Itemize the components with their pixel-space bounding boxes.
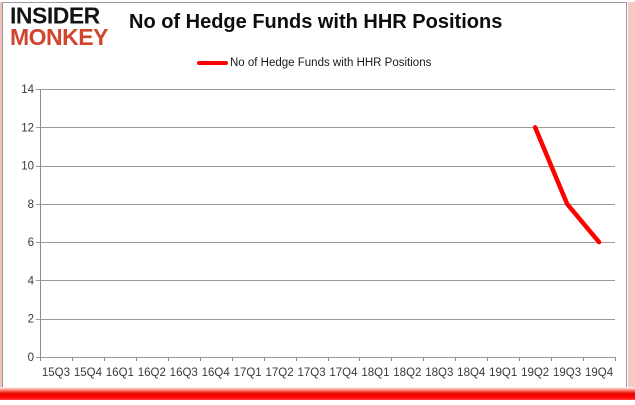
y-tick-label: 12 xyxy=(21,122,34,134)
x-tick-label: 17Q3 xyxy=(297,367,325,379)
x-tick-label: 18Q2 xyxy=(393,367,421,379)
right-accent-strip xyxy=(628,2,635,389)
chart-card xyxy=(2,2,627,389)
y-tick-label: 0 xyxy=(28,352,34,364)
x-tick-label: 19Q2 xyxy=(521,367,549,379)
y-tick-label: 6 xyxy=(28,237,34,249)
legend-label: No of Hedge Funds with HHR Positions xyxy=(230,57,432,69)
x-tick-label: 16Q1 xyxy=(106,367,134,379)
x-tick-label: 15Q4 xyxy=(74,367,103,379)
x-tick-label: 19Q3 xyxy=(553,367,581,379)
chart-legend: No of Hedge Funds with HHR Positions xyxy=(197,57,431,69)
y-tick-label: 4 xyxy=(28,275,35,287)
x-tick-label: 17Q4 xyxy=(329,367,358,379)
x-tick-label: 18Q4 xyxy=(457,367,486,379)
bottom-red-bar xyxy=(0,387,635,400)
x-tick-label: 17Q1 xyxy=(234,367,262,379)
y-tick-label: 2 xyxy=(28,314,34,326)
logo-insider-text: INSIDER xyxy=(10,1,100,29)
y-tick-label: 8 xyxy=(28,199,34,211)
x-tick-label: 18Q1 xyxy=(361,367,389,379)
x-tick-label: 16Q3 xyxy=(170,367,198,379)
series-line xyxy=(532,125,602,245)
x-tick-label: 18Q3 xyxy=(425,367,453,379)
insider-monkey-logo: INSIDER MONKEY xyxy=(10,1,108,50)
x-tick-label: 19Q1 xyxy=(489,367,517,379)
y-tick-label: 14 xyxy=(21,84,34,96)
x-tick-label: 17Q2 xyxy=(266,367,294,379)
x-tick-label: 15Q3 xyxy=(42,367,70,379)
legend-line-marker-icon xyxy=(197,60,228,66)
x-tick-label: 16Q2 xyxy=(138,367,166,379)
y-tick-label: 10 xyxy=(21,161,34,173)
x-tick-label: 19Q4 xyxy=(585,367,614,379)
page-title: No of Hedge Funds with HHR Positions xyxy=(129,11,503,33)
logo-monkey-text: MONKEY xyxy=(10,23,108,50)
left-accent-strip xyxy=(0,2,2,389)
x-tick-label: 16Q4 xyxy=(202,367,231,379)
